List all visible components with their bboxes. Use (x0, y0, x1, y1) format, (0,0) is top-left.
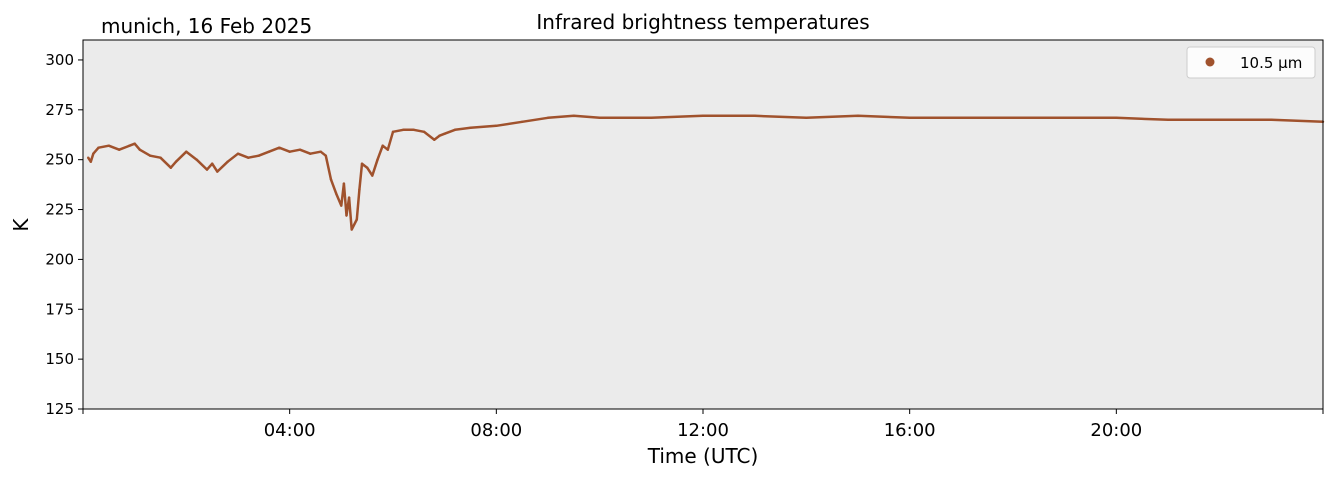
data-point (443, 132, 446, 135)
data-point (288, 150, 291, 153)
x-axis-label: Time (UTC) (647, 444, 759, 468)
data-point (908, 116, 911, 120)
data-point (211, 162, 214, 165)
data-point (805, 116, 808, 120)
data-point (319, 150, 322, 153)
data-point (149, 154, 152, 157)
data-point (521, 120, 524, 124)
legend-label: 10.5 µm (1240, 54, 1302, 72)
data-point (358, 188, 361, 191)
data-point (226, 160, 229, 163)
data-point (1218, 118, 1221, 122)
data-point (469, 126, 472, 129)
data-point (107, 144, 111, 147)
data-point (169, 166, 172, 169)
data-point (185, 150, 188, 153)
data-point (438, 134, 441, 137)
data-point (1115, 116, 1118, 120)
plot-background (83, 40, 1323, 409)
chart-title: Infrared brightness temperatures (536, 10, 869, 34)
chart-subtitle: munich, 16 Feb 2025 (101, 14, 312, 38)
data-point (205, 168, 209, 171)
data-point (278, 146, 281, 149)
data-point (298, 148, 302, 151)
data-point (133, 142, 136, 145)
data-point (236, 152, 240, 155)
data-point (546, 116, 550, 120)
series-line (87, 114, 1324, 231)
data-point (335, 192, 338, 195)
data-point (87, 156, 90, 159)
data-point (247, 156, 250, 159)
y-tick-label: 125 (45, 400, 74, 418)
data-point (371, 174, 374, 177)
data-point (118, 148, 121, 151)
data-point (89, 160, 93, 163)
x-tick-label: 20:00 (1090, 420, 1142, 441)
data-point (701, 114, 705, 118)
data-point (1166, 118, 1170, 122)
data-point (366, 166, 369, 169)
data-point (422, 130, 426, 133)
data-point (412, 128, 415, 131)
data-point (453, 128, 457, 131)
data-point (753, 114, 756, 118)
x-tick-label: 08:00 (470, 420, 522, 441)
data-point (650, 116, 653, 120)
data-point (340, 204, 343, 207)
data-point (350, 228, 353, 231)
x-tick-label: 04:00 (264, 420, 316, 441)
data-point (433, 138, 436, 141)
data-point (329, 178, 333, 181)
data-point (174, 160, 178, 163)
data-point (402, 128, 405, 131)
data-point (216, 170, 219, 173)
data-point (386, 148, 389, 151)
data-point (960, 116, 963, 120)
data-point (376, 158, 379, 161)
x-axis: 04:00 08:00 12:00 16:00 20:00 (82, 409, 1324, 441)
x-tick-label: 16:00 (884, 420, 936, 441)
data-point (360, 162, 364, 165)
y-tick-label: 225 (45, 201, 74, 219)
data-point (1270, 118, 1273, 122)
y-axis-label: K (9, 218, 33, 232)
data-point (195, 158, 198, 161)
data-point (572, 114, 575, 118)
y-tick-label: 175 (45, 300, 74, 318)
legend-marker (1205, 57, 1215, 67)
data-point (381, 144, 384, 147)
data-point (1063, 116, 1066, 120)
data-point (267, 150, 271, 153)
data-point (342, 182, 346, 185)
data-point (391, 130, 395, 133)
data-point (138, 148, 141, 151)
y-axis: 125 150 175 200 225 250 275 300 (45, 51, 83, 418)
x-tick-label: 12:00 (677, 420, 729, 441)
data-point (598, 116, 601, 120)
data-point (128, 144, 131, 147)
y-tick-label: 250 (45, 151, 74, 169)
data-point (345, 214, 348, 217)
data-point (495, 124, 498, 128)
y-tick-label: 275 (45, 101, 74, 119)
data-point (159, 156, 162, 159)
y-tick-label: 150 (45, 350, 74, 368)
data-point (324, 154, 327, 157)
data-point (1011, 116, 1015, 120)
data-point (856, 114, 860, 118)
data-point (257, 154, 260, 157)
data-point (97, 146, 100, 149)
data-point (355, 218, 358, 221)
legend-box (1186, 46, 1316, 79)
data-point (309, 152, 312, 155)
data-point (347, 196, 351, 199)
legend: 10.5 µm (1186, 46, 1316, 79)
y-tick-label: 300 (45, 51, 74, 69)
data-point (92, 152, 95, 155)
y-tick-label: 200 (45, 250, 74, 268)
